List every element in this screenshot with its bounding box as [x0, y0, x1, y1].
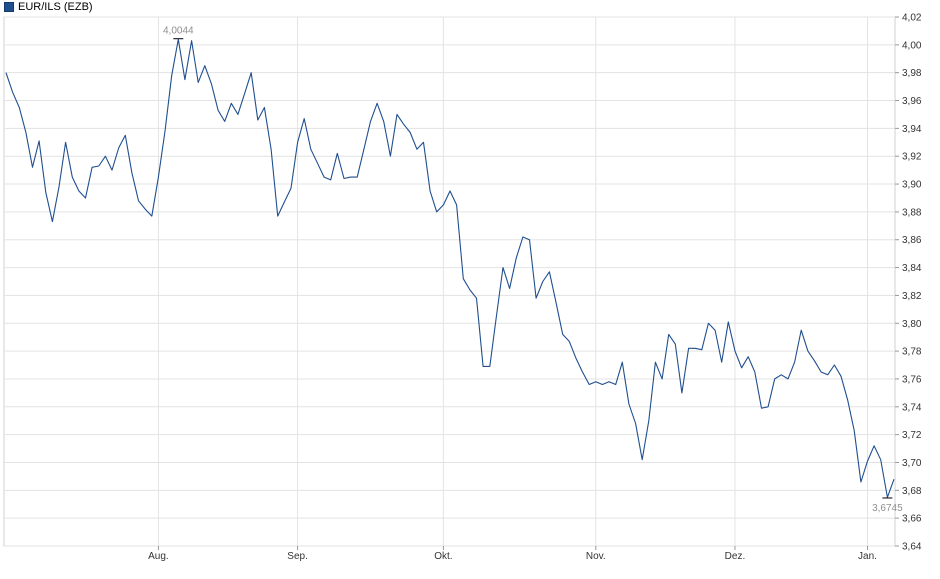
y-tick-label: 3,72: [902, 430, 922, 441]
y-tick-label: 3,80: [902, 319, 922, 330]
y-tick-label: 3,84: [902, 263, 922, 274]
y-tick-label: 3,98: [902, 68, 922, 79]
y-tick-label: 4,02: [902, 13, 922, 24]
y-tick-label: 3,78: [902, 347, 922, 358]
y-tick-label: 3,92: [902, 152, 922, 163]
x-tick-label: Sep.: [287, 551, 308, 562]
y-tick-label: 3,86: [902, 235, 922, 246]
x-tick-label: Dez.: [725, 551, 746, 562]
y-tick-label: 3,82: [902, 291, 922, 302]
grid: [4, 16, 895, 547]
max-label: 4,0044: [163, 26, 194, 37]
y-tick-label: 3,70: [902, 458, 922, 469]
y-tick-label: 3,96: [902, 96, 922, 107]
legend-swatch: [4, 2, 14, 12]
x-tick-label: Jan.: [858, 551, 877, 562]
y-tick-label: 3,64: [902, 542, 922, 553]
y-tick-label: 3,66: [902, 514, 922, 525]
y-tick-label: 4,00: [902, 40, 922, 51]
min-label: 3,6745: [872, 503, 903, 514]
y-tick-label: 3,88: [902, 207, 922, 218]
annotations: 4,0044 3,6745: [163, 26, 903, 514]
y-axis: 3,64 3,66 3,68 3,70 3,72 3,74 3,76 3,78 3,80 3,82…: [895, 13, 922, 553]
y-tick-label: 3,68: [902, 486, 922, 497]
x-axis: Aug. Sep. Okt. Nov. Dez. Jan.: [148, 546, 877, 562]
series-lines: [5, 38, 895, 498]
plot-area: [3, 16, 896, 547]
series-line: [5, 38, 895, 498]
x-tick-label: Okt.: [434, 551, 452, 562]
y-tick-label: 3,94: [902, 124, 922, 135]
x-tick-label: Aug.: [148, 551, 169, 562]
y-tick-label: 3,74: [902, 402, 922, 413]
y-tick-label: 3,76: [902, 374, 922, 385]
x-tick-label: Nov.: [586, 551, 606, 562]
y-tick-label: 3,90: [902, 180, 922, 191]
legend-label: EUR/ILS (EZB): [18, 1, 93, 13]
legend: EUR/ILS (EZB): [4, 1, 93, 13]
